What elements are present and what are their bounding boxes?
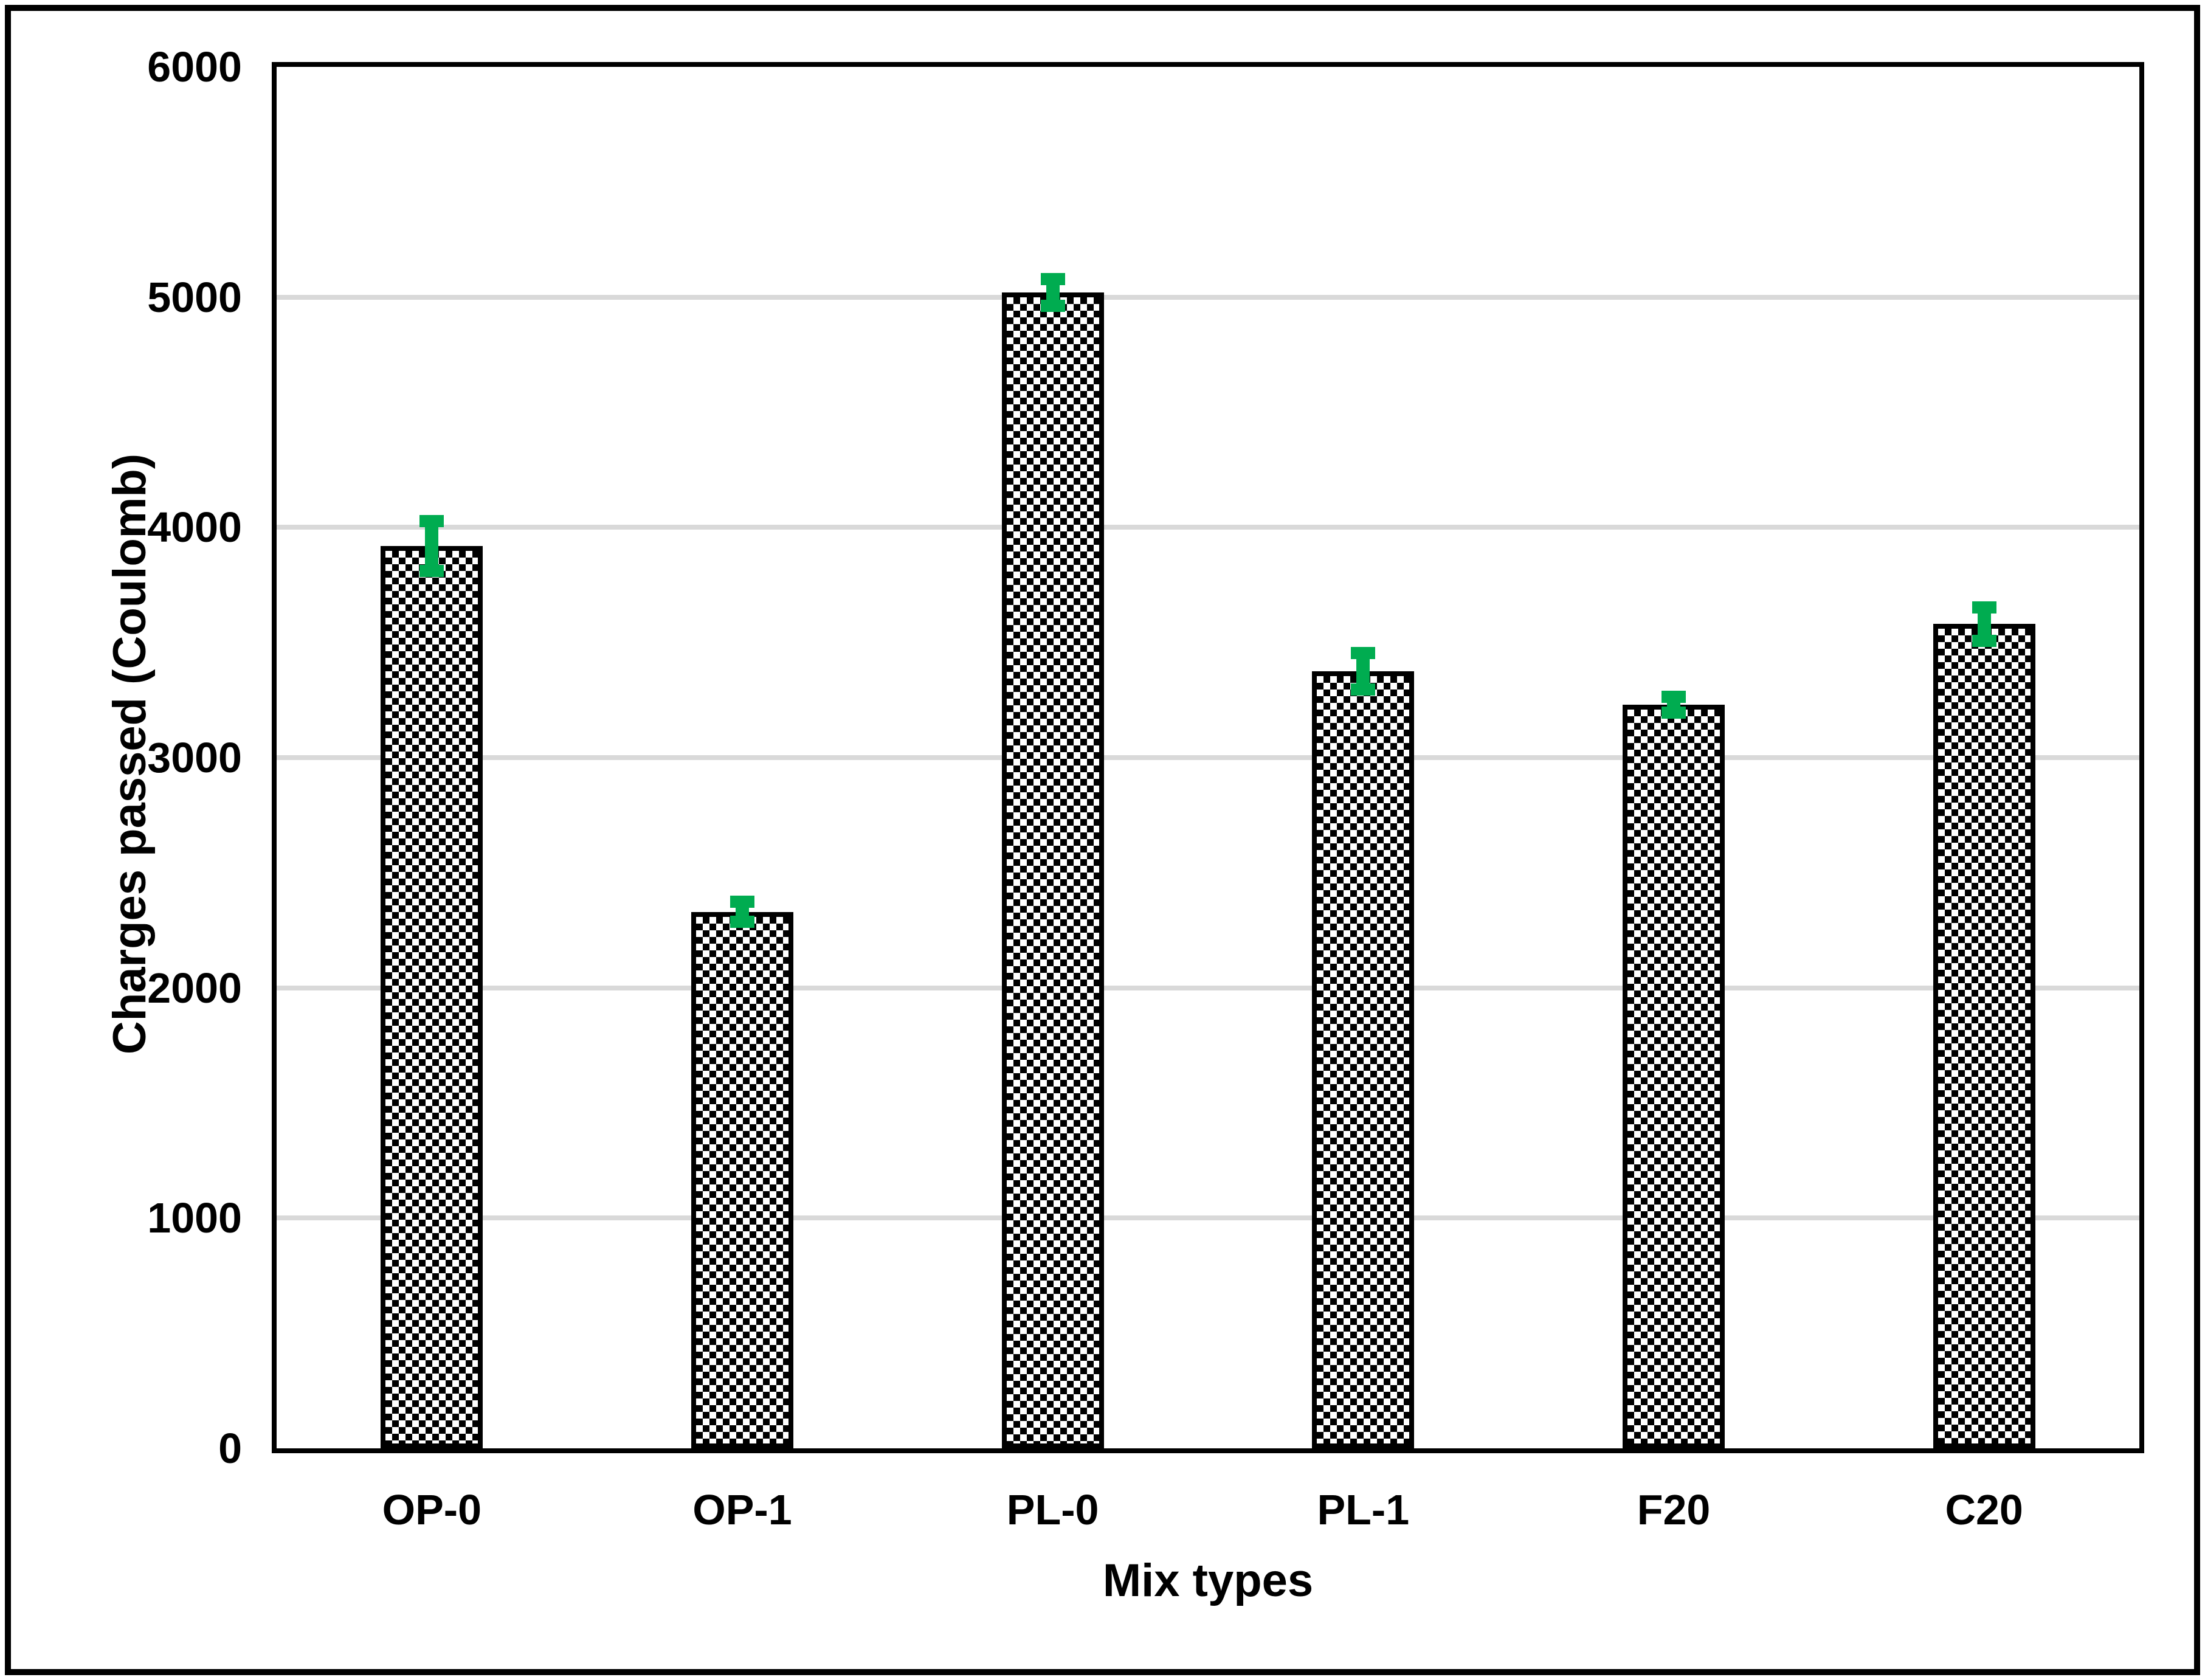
gridline-3000 [277,755,2139,760]
error-bar-bottom-cap-C20 [1972,635,1996,648]
error-bar-top-cap-OP-1 [730,896,754,908]
error-bar-stem-OP-0 [425,514,439,577]
error-bar-top-cap-F20 [1662,691,1686,703]
bar-PL-1 [1312,671,1415,1448]
gridline-2000 [277,985,2139,990]
error-bar-bottom-cap-OP-1 [730,916,754,928]
plot-area [272,62,2144,1453]
error-bar-bottom-cap-PL-1 [1351,683,1376,696]
bar-OP-0 [381,545,483,1448]
x-tick-label-PL-0: PL-0 [1006,1486,1099,1533]
y-axis-title: Charges passed (Coulomb) [104,453,156,1055]
gridline-5000 [277,294,2139,300]
error-bar-top-cap-OP-0 [419,514,444,527]
y-tick-label-3000: 3000 [147,734,242,781]
x-tick-label-PL-1: PL-1 [1317,1486,1410,1533]
y-tick-label-5000: 5000 [147,273,242,321]
error-bar-top-cap-C20 [1972,601,1996,614]
bar-PL-0 [1001,292,1104,1448]
y-tick-label-4000: 4000 [147,503,242,551]
y-tick-label-2000: 2000 [147,964,242,1012]
x-tick-label-OP-1: OP-1 [692,1486,792,1533]
error-bar-bottom-cap-OP-0 [419,564,444,577]
error-bar-bottom-cap-F20 [1662,706,1686,719]
error-bar-bottom-cap-PL-0 [1040,300,1065,313]
x-tick-label-C20: C20 [1945,1486,2023,1533]
y-tick-label-6000: 6000 [147,43,242,91]
error-bar-top-cap-PL-0 [1040,272,1065,285]
bar-C20 [1933,624,2035,1448]
y-tick-label-0: 0 [218,1425,242,1472]
bar-F20 [1623,704,1725,1448]
x-tick-label-F20: F20 [1637,1486,1711,1533]
bar-OP-1 [691,911,793,1448]
x-axis-title: Mix types [1102,1555,1314,1606]
gridline-4000 [277,525,2139,530]
gridline-1000 [277,1215,2139,1221]
y-tick-label-1000: 1000 [147,1194,242,1242]
error-bar-top-cap-PL-1 [1351,647,1376,660]
x-tick-label-OP-0: OP-0 [382,1486,482,1533]
